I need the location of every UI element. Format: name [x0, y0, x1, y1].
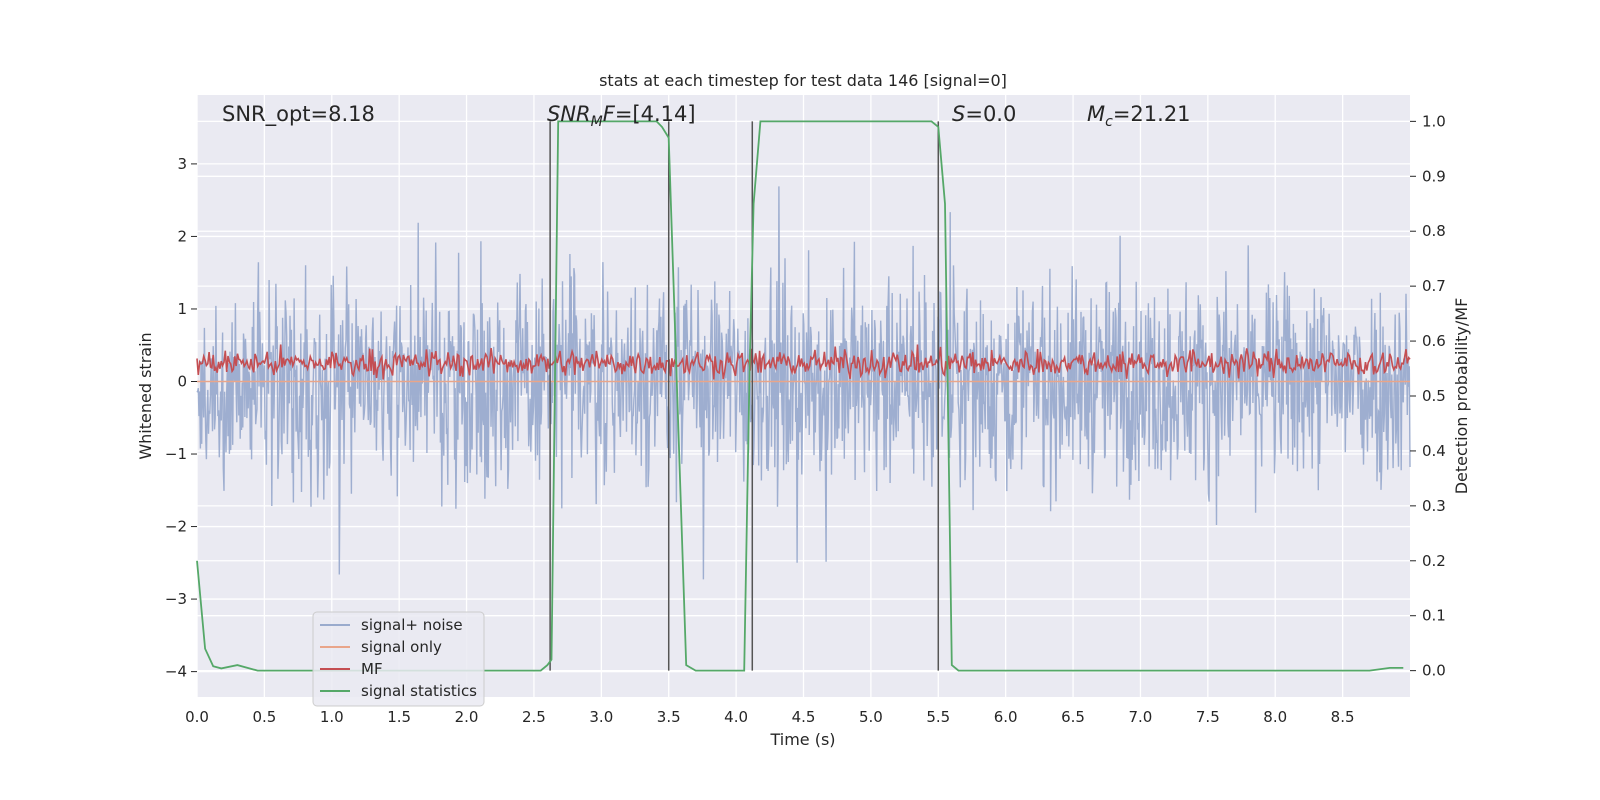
x-tick-0.0: 0.0	[185, 708, 209, 726]
y-right-tick-7: 0.3	[1422, 497, 1446, 515]
vertical-markers	[549, 121, 940, 671]
x-tick-2.0: 2.0	[455, 708, 479, 726]
x-tick-2.5: 2.5	[522, 708, 546, 726]
y-left-tick-5: −2	[165, 518, 187, 536]
x-tick-8.0: 8.0	[1263, 708, 1287, 726]
x-tick-6.5: 6.5	[1061, 708, 1085, 726]
legend-label-noise: signal+ noise	[361, 616, 463, 634]
y-right-tick-1: 0.9	[1422, 167, 1446, 185]
x-tick-6.0: 6.0	[994, 708, 1018, 726]
legend: signal+ noise signal only MF signal stat…	[312, 611, 485, 707]
annotation-snr-mf: SNRMF=[4.14]	[547, 102, 696, 130]
y-left-tick-3: 0	[177, 372, 187, 390]
x-tick-labels: 0.0 0.5 1.0 1.5 2.0 2.5 3.0 3.5 4.0 4.5 5.0 5.5 6.0 6…	[185, 708, 1354, 726]
y-left-tick-7: −4	[165, 663, 187, 681]
mf-line	[196, 344, 1411, 380]
x-tick-7.5: 7.5	[1196, 708, 1220, 726]
annotation-mc: Mc=21.21	[1087, 102, 1191, 130]
y-axis-label-left: Whitened strain	[136, 332, 155, 459]
y-right-tick-2: 0.8	[1422, 222, 1446, 240]
annotation-s: S=0.0	[952, 102, 1016, 126]
x-tick-5.5: 5.5	[926, 708, 950, 726]
y-left-tick-6: −3	[165, 590, 187, 608]
y-right-tick-5: 0.5	[1422, 387, 1446, 405]
y-left-tick-2: 1	[177, 300, 187, 318]
legend-label-signal: signal only	[361, 638, 442, 656]
x-tick-8.5: 8.5	[1331, 708, 1355, 726]
noise-line	[196, 186, 1411, 580]
y-right-tick-3: 0.7	[1422, 277, 1446, 295]
legend-box	[312, 611, 485, 707]
x-tick-4.0: 4.0	[724, 708, 748, 726]
y-right-tick-10: 0.0	[1422, 662, 1446, 680]
y-right-tick-0: 1.0	[1422, 112, 1446, 130]
chart-title: stats at each timestep for test data 146…	[599, 71, 1007, 90]
y-right-tick-4: 0.6	[1422, 332, 1446, 350]
series-signal-plus-noise	[196, 186, 1411, 580]
y-right-tick-8: 0.2	[1422, 552, 1446, 570]
y-left-tick-labels: 3 2 1 0 −1 −2 −3 −4	[165, 155, 197, 681]
y-right-tick-6: 0.4	[1422, 442, 1446, 460]
x-tick-1.5: 1.5	[387, 708, 411, 726]
annotations: SNR_opt=8.18 SNRMF=[4.14] S=0.0 Mc=21.21	[222, 102, 1191, 130]
series-mf	[196, 344, 1411, 380]
y-right-tick-labels: 1.0 0.9 0.8 0.7 0.6 0.5 0.4 0.3 0.2 0.1 0.0	[1410, 112, 1446, 680]
x-axis-label: Time (s)	[769, 730, 835, 749]
y-left-tick-1: 2	[177, 227, 187, 245]
x-tick-7.0: 7.0	[1129, 708, 1153, 726]
legend-label-stats: signal statistics	[361, 682, 477, 700]
x-tick-5.0: 5.0	[859, 708, 883, 726]
y-right-tick-9: 0.1	[1422, 607, 1446, 625]
annotation-snr-opt: SNR_opt=8.18	[222, 102, 375, 127]
x-tick-4.5: 4.5	[792, 708, 816, 726]
y-axis-label-right: Detection probability/MF	[1452, 298, 1471, 495]
x-tick-3.5: 3.5	[657, 708, 681, 726]
legend-label-mf: MF	[361, 660, 383, 678]
y-left-tick-4: −1	[165, 445, 187, 463]
y-left-tick-0: 3	[177, 155, 187, 173]
x-tick-1.0: 1.0	[320, 708, 344, 726]
x-tick-3.0: 3.0	[589, 708, 613, 726]
x-tick-0.5: 0.5	[252, 708, 276, 726]
